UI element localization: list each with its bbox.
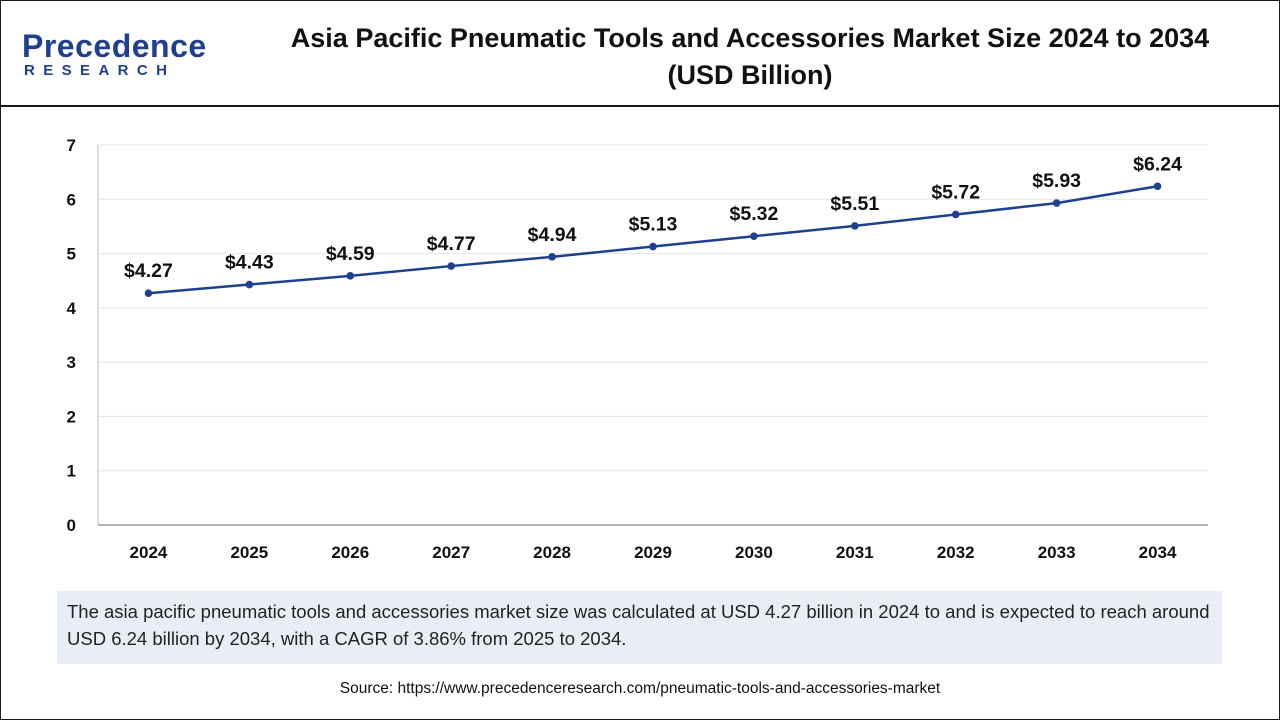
y-tick-label: 3	[67, 353, 76, 372]
x-tick-label: 2031	[836, 543, 874, 562]
data-point	[750, 232, 758, 240]
line-chart: 0 1 2 3 4 5 6 7 2024 2025 2026 2027 2028 2029 2030 2031…	[67, 136, 1208, 562]
x-tick-label: 2025	[230, 543, 268, 562]
x-tick-label: 2026	[331, 543, 369, 562]
x-tick-label: 2032	[937, 543, 975, 562]
data-label: $5.51	[830, 193, 879, 215]
data-label: $5.72	[931, 181, 980, 203]
x-tick-label: 2034	[1139, 543, 1177, 562]
data-point	[1052, 199, 1061, 207]
chart-title-line-1: Asia Pacific Pneumatic Tools and Accesso…	[290, 23, 1210, 53]
y-tick-label: 4	[67, 299, 77, 318]
y-tick-label: 6	[67, 190, 76, 209]
logo-wordmark: Precedence	[22, 28, 207, 64]
data-label: $5.32	[730, 203, 779, 225]
data-label: $4.27	[124, 260, 173, 282]
source-text: Source: https://www.precedenceresearch.c…	[339, 680, 941, 697]
chart-title-line-2: (USD Billion)	[667, 60, 833, 90]
data-label: $4.94	[528, 224, 577, 246]
x-tick-label: 2028	[533, 543, 571, 562]
y-tick-label: 2	[67, 407, 76, 426]
x-tick-label: 2024	[130, 543, 168, 562]
data-point	[649, 242, 657, 251]
data-label: $4.77	[427, 233, 476, 255]
data-point	[951, 210, 960, 219]
y-tick-label: 0	[67, 516, 76, 535]
y-tick-label: 1	[67, 462, 76, 481]
data-point	[1153, 182, 1162, 191]
header: Precedence RESEARCH Asia Pacific Pneumat…	[0, 0, 1280, 107]
brand-logo: Precedence RESEARCH	[22, 28, 222, 84]
y-tick-label: 7	[67, 136, 76, 155]
data-point	[851, 222, 859, 230]
x-tick-label: 2027	[432, 543, 470, 562]
data-point	[346, 272, 355, 280]
data-label: $5.93	[1032, 170, 1081, 192]
x-tick-label: 2033	[1038, 543, 1076, 562]
data-label: $4.43	[225, 252, 274, 274]
x-tick-label: 2030	[735, 543, 773, 562]
series-line	[148, 185, 1158, 295]
data-label: $6.24	[1133, 153, 1182, 175]
data-point	[245, 280, 254, 289]
chart-title: Asia Pacific Pneumatic Tools and Accesso…	[270, 20, 1230, 94]
data-label: $4.59	[326, 243, 375, 265]
logo-subtitle: RESEARCH	[24, 62, 176, 79]
data-point	[548, 253, 556, 261]
data-point	[447, 262, 455, 270]
x-tick-label: 2029	[634, 543, 672, 562]
summary-note: The asia pacific pneumatic tools and acc…	[57, 591, 1222, 664]
data-label: $5.13	[629, 214, 678, 236]
data-point	[144, 289, 153, 297]
y-tick-label: 5	[67, 245, 76, 264]
